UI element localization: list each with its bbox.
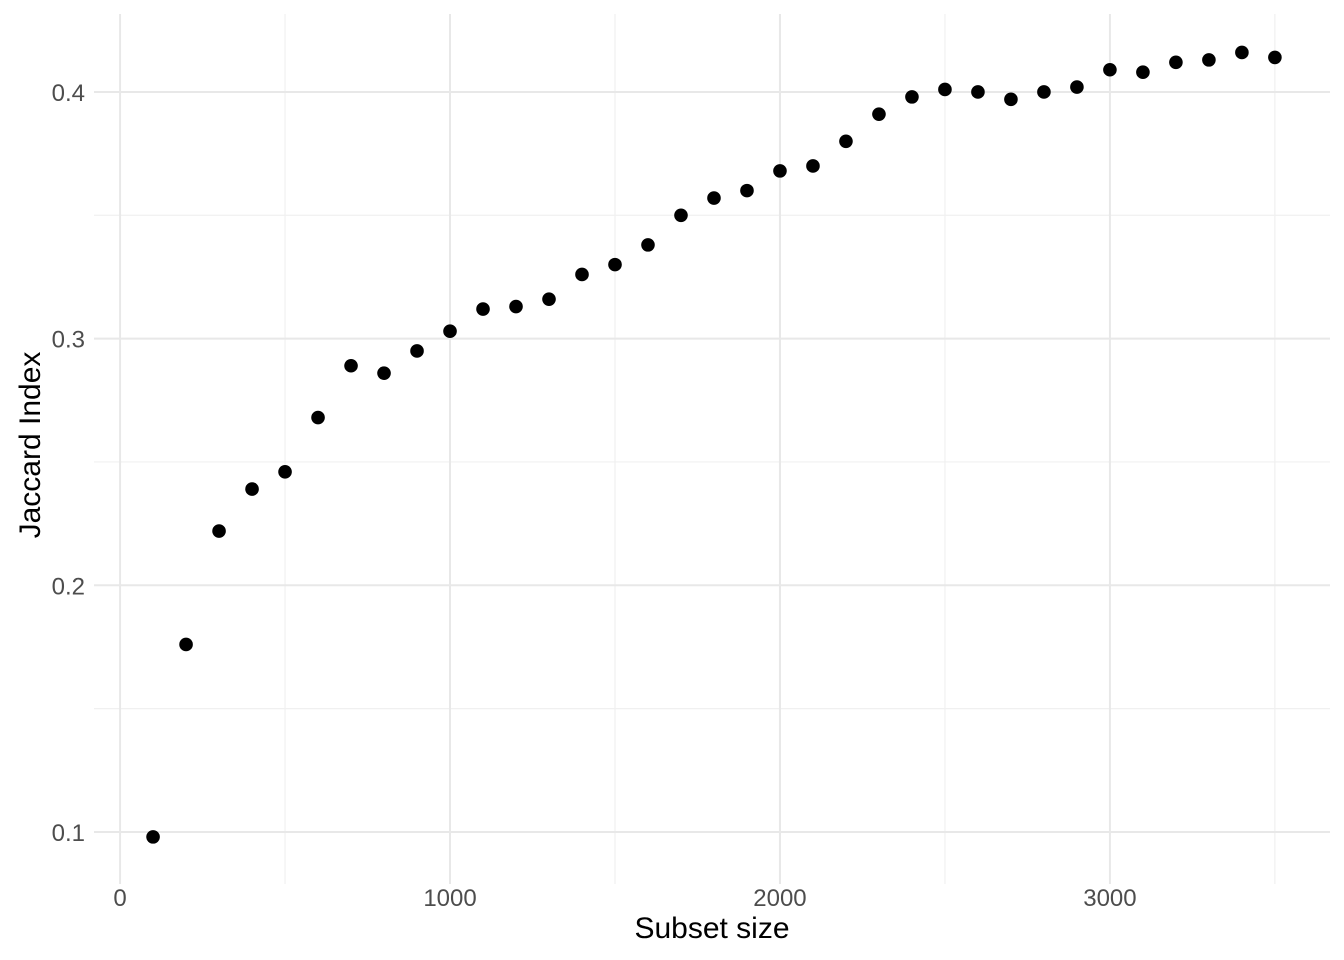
data-point: [1136, 65, 1150, 80]
data-point: [1004, 92, 1018, 107]
x-tick-label: 0: [113, 885, 126, 912]
data-point: [1037, 85, 1051, 99]
data-point: [311, 410, 325, 425]
data-point: [575, 267, 589, 282]
y-tick-label: 0.1: [52, 820, 85, 847]
data-point: [938, 82, 952, 97]
data-point: [608, 257, 622, 272]
data-point: [1070, 80, 1084, 94]
data-point: [1169, 55, 1183, 70]
data-point: [146, 830, 160, 844]
y-tick-label: 0.3: [52, 327, 85, 354]
data-point: [1235, 45, 1249, 60]
y-axis-tick-labels: 0.1 0.2 0.3 0.4: [52, 80, 85, 847]
data-points: [146, 45, 1282, 844]
x-tick-label: 2000: [753, 885, 806, 912]
data-point: [377, 366, 391, 380]
data-point: [839, 134, 853, 149]
major-gridlines: [94, 14, 1330, 884]
data-point: [179, 637, 193, 652]
data-point: [905, 90, 919, 104]
x-tick-label: 3000: [1083, 885, 1136, 912]
data-point: [872, 107, 886, 121]
y-tick-label: 0.4: [52, 80, 85, 107]
data-point: [542, 292, 556, 306]
data-point: [1268, 50, 1282, 65]
data-point: [707, 191, 721, 205]
data-point: [740, 183, 754, 198]
data-point: [245, 482, 259, 496]
x-tick-label: 1000: [423, 885, 476, 912]
data-point: [773, 164, 787, 178]
data-point: [674, 208, 688, 223]
data-point: [1202, 53, 1216, 67]
x-axis-tick-labels: 0 1000 2000 3000: [113, 885, 1136, 912]
data-point: [443, 324, 457, 339]
data-point: [1103, 62, 1117, 77]
y-axis-title: Jaccard Index: [14, 352, 47, 539]
data-point: [278, 465, 292, 479]
x-axis-title: Subset size: [634, 912, 789, 945]
data-point: [410, 344, 424, 358]
data-point: [344, 358, 358, 373]
minor-gridlines: [94, 14, 1330, 884]
data-point: [971, 85, 985, 99]
data-point: [476, 302, 490, 316]
data-point: [806, 159, 820, 173]
data-point: [212, 524, 226, 538]
data-point: [509, 299, 523, 314]
data-point: [641, 238, 655, 252]
y-tick-label: 0.2: [52, 573, 85, 600]
